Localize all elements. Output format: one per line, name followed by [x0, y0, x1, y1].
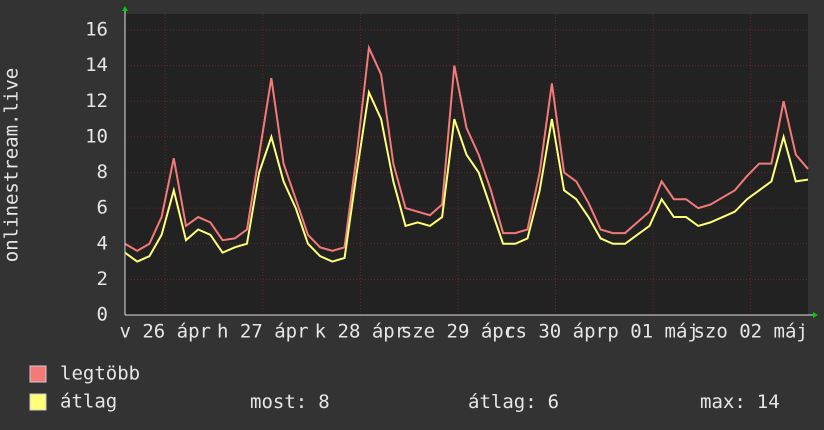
stat-label: max: [700, 391, 746, 413]
x-tick-label: cs 30 ápr [504, 321, 607, 343]
y-arrow [122, 6, 128, 11]
y-tick-label: 10 [85, 125, 108, 147]
x-arrow [813, 312, 818, 318]
y-tick-label: 14 [85, 54, 108, 76]
stat: átlag: 6 [468, 391, 559, 413]
y-tick-label: 4 [97, 232, 108, 254]
legend-swatch [29, 365, 47, 383]
legend-label: legtöbb [60, 363, 140, 385]
x-tick-label: v 26 ápr [119, 321, 211, 343]
series-line [124, 44, 809, 253]
x-tick-label: sze 29 ápr [401, 321, 515, 343]
stat: max: 14 [700, 391, 780, 413]
stat-label: átlag: [468, 391, 537, 413]
y-axis-label: onlinestream.live [1, 68, 23, 262]
stat-value: 14 [757, 391, 780, 413]
series-line [124, 88, 809, 263]
x-tick-label: szo 02 máj [693, 321, 807, 343]
stat-value: 8 [318, 391, 329, 413]
plot-area [125, 14, 808, 315]
legend-swatch [29, 393, 47, 411]
x-tick-label: h 27 ápr [217, 321, 309, 343]
y-tick-label: 12 [85, 90, 108, 112]
y-tick-label: 6 [97, 197, 108, 219]
stat: most: 8 [250, 391, 330, 413]
x-tick-label: p 01 máj [607, 321, 699, 343]
y-tick-label: 8 [97, 161, 108, 183]
y-tick-label: 0 [97, 304, 108, 326]
stat-label: most: [250, 391, 307, 413]
x-tick-label: k 28 ápr [315, 321, 407, 343]
y-tick-label: 16 [85, 19, 108, 41]
legend-label: átlag [60, 391, 117, 413]
y-tick-label: 2 [97, 268, 108, 290]
stat-value: 6 [548, 391, 559, 413]
